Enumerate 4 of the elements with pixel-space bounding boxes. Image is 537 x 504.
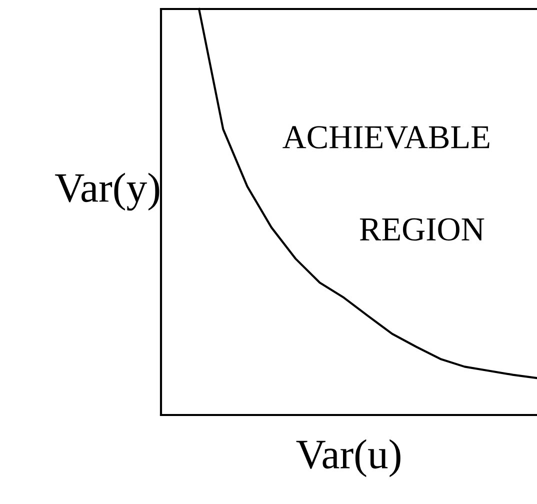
annotation: REGION <box>360 218 484 241</box>
x-axis-title: Var(u) <box>296 439 400 478</box>
annotation: ACHIEVABLE <box>282 126 490 149</box>
y-axis-title: Var(y) <box>55 172 160 211</box>
